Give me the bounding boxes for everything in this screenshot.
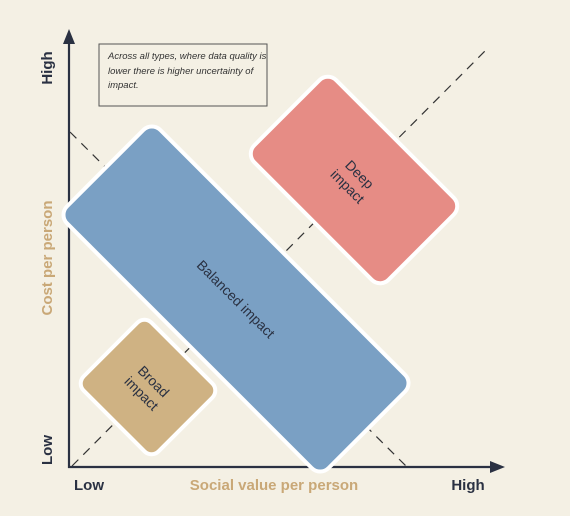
balanced-impact-shape — [61, 124, 411, 474]
x-axis-title: Social value per person — [190, 477, 358, 494]
y-axis-high-label: High — [39, 51, 56, 84]
y-axis-low-label: Low — [39, 435, 56, 465]
note-box — [98, 43, 268, 107]
deep-impact-box: Deep impact — [248, 74, 460, 286]
deep-impact-shape — [248, 74, 460, 286]
x-axis-arrowhead — [490, 461, 505, 473]
uncertainty-note: Across all types, where data quality is … — [108, 51, 267, 91]
broad-impact-shape — [78, 317, 218, 457]
balanced-impact-box: Balanced impact — [61, 124, 411, 474]
x-axis-high-label: High — [451, 477, 484, 494]
y-axis-arrowhead — [63, 29, 75, 44]
x-axis-low-label: Low — [74, 477, 104, 494]
broad-impact-box: Broad impact — [78, 317, 218, 457]
y-axis-title: Cost per person — [39, 200, 56, 315]
